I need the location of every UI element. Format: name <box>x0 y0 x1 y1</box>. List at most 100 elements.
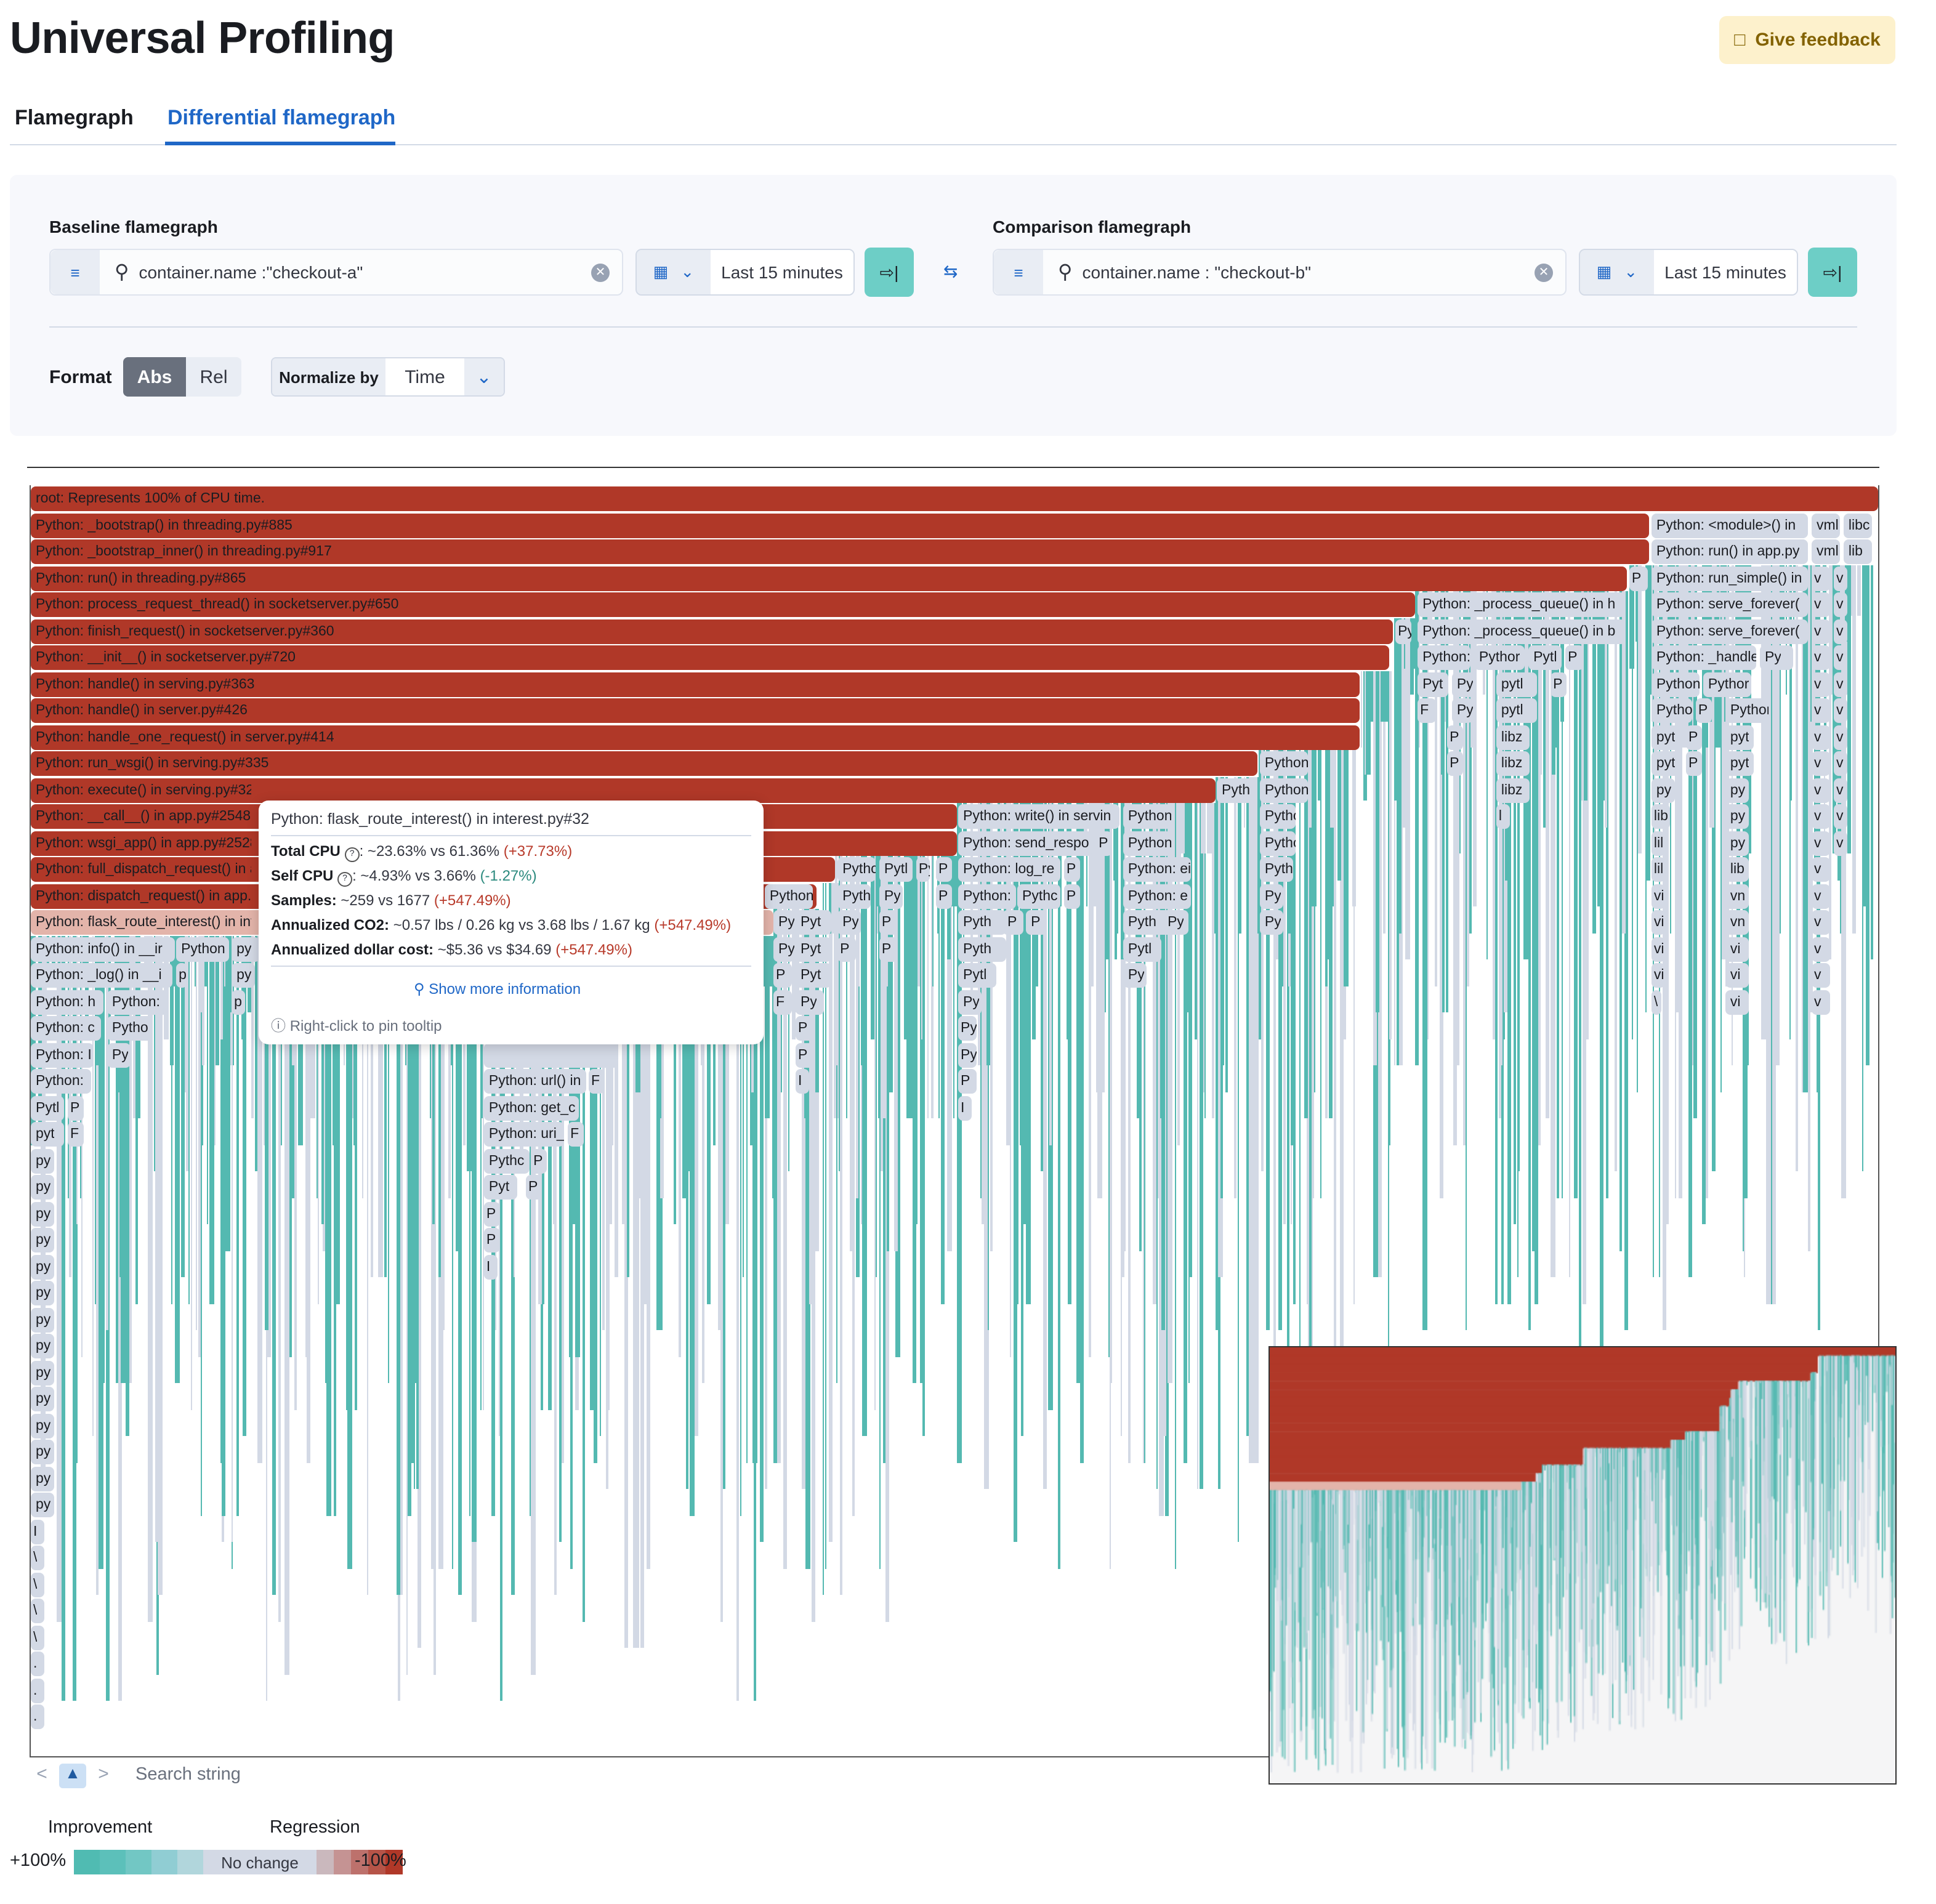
flame-frame[interactable]: pyt <box>31 1122 65 1147</box>
normalize-value[interactable]: Time <box>385 358 464 395</box>
flame-frame-sliver[interactable] <box>1645 565 1650 880</box>
flame-frame-sliver[interactable] <box>345 935 350 1410</box>
flame-frame-sliver[interactable] <box>1806 565 1809 906</box>
swap-icon[interactable]: ⇆ <box>943 261 958 281</box>
flame-frame-sliver[interactable] <box>1847 565 1852 853</box>
flame-frame[interactable]: F <box>568 1122 584 1147</box>
flame-frame-sliver[interactable] <box>1688 565 1693 1277</box>
flame-frame-sliver[interactable] <box>1211 803 1215 1118</box>
flame-frame[interactable]: Pyt <box>1418 672 1448 696</box>
flame-frame-sliver[interactable] <box>1174 803 1176 1568</box>
flame-frame-sliver[interactable] <box>1143 803 1145 1462</box>
flame-frame-sliver[interactable] <box>214 935 219 1065</box>
flame-frame-sliver[interactable] <box>225 935 230 1251</box>
flame-frame-sliver[interactable] <box>417 935 422 1648</box>
flame-frame[interactable]: P <box>1447 751 1463 776</box>
flame-frame[interactable]: l <box>1496 804 1510 829</box>
flame-frame-sliver[interactable] <box>1778 565 1781 933</box>
flame-frame[interactable]: Python: run_simple() in <box>1651 566 1808 591</box>
flame-frame-sliver[interactable] <box>682 935 687 1198</box>
flame-frame-sliver[interactable] <box>1635 565 1639 642</box>
flame-frame-sliver[interactable] <box>257 935 262 1462</box>
flame-frame-sliver[interactable] <box>764 935 767 1489</box>
flame-frame[interactable]: pyt <box>1651 751 1682 776</box>
flame-frame[interactable]: Py <box>107 1043 131 1067</box>
flame-frame[interactable]: P <box>483 1228 500 1253</box>
flame-frame-sliver[interactable] <box>1388 671 1392 1039</box>
flame-frame[interactable]: P <box>879 937 898 961</box>
flame-frame-sliver[interactable] <box>927 856 929 1118</box>
normalize-select[interactable]: Normalize by Time ⌄ <box>271 357 505 397</box>
flame-frame-sliver[interactable] <box>1309 750 1312 1436</box>
flame-frame[interactable]: Python: <box>1259 778 1308 802</box>
flame-frame-sliver[interactable] <box>1006 803 1011 1145</box>
flame-frame-sliver[interactable] <box>294 935 297 1410</box>
flame-frame-sliver[interactable] <box>1418 591 1420 748</box>
flame-frame-sliver[interactable] <box>1058 803 1061 1568</box>
flame-frame-sliver[interactable] <box>1153 803 1157 1304</box>
flame-frame-sliver[interactable] <box>198 935 201 1357</box>
flame-frame[interactable]: v <box>1834 778 1847 802</box>
flame-frame-sliver[interactable] <box>1290 750 1292 1224</box>
flame-frame-sliver[interactable] <box>151 935 153 1621</box>
flame-frame[interactable]: Pythor <box>773 910 794 935</box>
flame-frame-sliver[interactable] <box>562 935 565 1462</box>
flame-frame-sliver[interactable] <box>1624 591 1629 1330</box>
flame-frame-sliver[interactable] <box>1237 777 1240 1542</box>
flame-frame-sliver[interactable] <box>894 856 898 1251</box>
flame-frame-sliver[interactable] <box>599 935 601 1436</box>
flame-frame-sliver[interactable] <box>916 856 920 986</box>
flame-frame[interactable]: v <box>1812 778 1831 802</box>
flame-frame-sliver[interactable] <box>870 856 875 1039</box>
flame-frame[interactable]: \ <box>31 1625 44 1650</box>
calendar-dropdown[interactable]: ▦ ⌄ <box>637 250 711 294</box>
flame-frame[interactable]: P <box>1026 910 1047 935</box>
flame-frame-sliver[interactable] <box>788 909 789 1171</box>
flame-frame[interactable]: Python: pa <box>1259 751 1308 776</box>
flame-frame[interactable]: vn <box>1725 884 1749 908</box>
flame-frame-sliver[interactable] <box>1225 777 1228 1092</box>
flame-frame[interactable]: F <box>68 1122 84 1147</box>
flame-frame[interactable]: Py <box>958 1043 977 1067</box>
flame-frame-sliver[interactable] <box>801 909 807 1489</box>
flame-frame-sliver[interactable] <box>1333 750 1336 1410</box>
flame-frame-sliver[interactable] <box>1367 671 1371 774</box>
flame-frame-sliver[interactable] <box>1772 565 1777 1145</box>
flame-frame-sliver[interactable] <box>855 856 859 1198</box>
flame-frame[interactable]: v <box>1834 619 1847 643</box>
flame-frame[interactable]: Python: _process_queue() in h <box>1418 592 1626 617</box>
flame-frame[interactable]: vn <box>1725 910 1749 935</box>
flame-frame-sliver[interactable] <box>207 935 209 1224</box>
flame-frame-sliver[interactable] <box>448 935 451 1198</box>
flame-frame-sliver[interactable] <box>1833 565 1835 853</box>
flame-frame-sliver[interactable] <box>931 856 934 1118</box>
flame-frame-sliver[interactable] <box>1115 803 1118 959</box>
flame-frame[interactable]: Py <box>837 910 861 935</box>
flame-frame-sliver[interactable] <box>1066 803 1070 1039</box>
flame-frame-sliver[interactable] <box>1139 803 1142 1251</box>
flame-frame-sliver[interactable] <box>984 803 989 1489</box>
flame-frame[interactable]: pytl <box>1496 672 1537 696</box>
flame-frame-sliver[interactable] <box>932 856 934 986</box>
flame-frame-sliver[interactable] <box>776 909 781 1462</box>
flame-frame-sliver[interactable] <box>1501 591 1504 1304</box>
flame-frame-sliver[interactable] <box>1664 565 1669 1224</box>
flame-frame[interactable]: Python: e <box>1123 884 1191 908</box>
flame-frame[interactable]: py <box>31 1175 54 1200</box>
flame-frame-sliver[interactable] <box>1014 803 1019 1304</box>
flame-frame-sliver[interactable] <box>1109 803 1111 1568</box>
flame-frame-sliver[interactable] <box>119 935 124 1277</box>
flame-frame-sliver[interactable] <box>354 935 357 1410</box>
flame-frame-sliver[interactable] <box>1802 565 1804 1092</box>
flame-frame-sliver[interactable] <box>400 935 403 1595</box>
flame-frame[interactable]: lib <box>1651 804 1670 829</box>
flame-frame[interactable]: Pytl <box>879 857 913 882</box>
flame-frame[interactable]: P <box>1686 725 1702 749</box>
flame-frame[interactable]: lib <box>1725 857 1749 882</box>
flame-frame-sliver[interactable] <box>1850 565 1853 615</box>
flame-frame-sliver[interactable] <box>201 935 205 1065</box>
flame-frame-sliver[interactable] <box>335 935 340 1304</box>
flame-frame[interactable]: v <box>1834 672 1847 696</box>
flame-frame-sliver[interactable] <box>990 803 993 1251</box>
flame-frame[interactable]: F <box>589 1069 605 1094</box>
